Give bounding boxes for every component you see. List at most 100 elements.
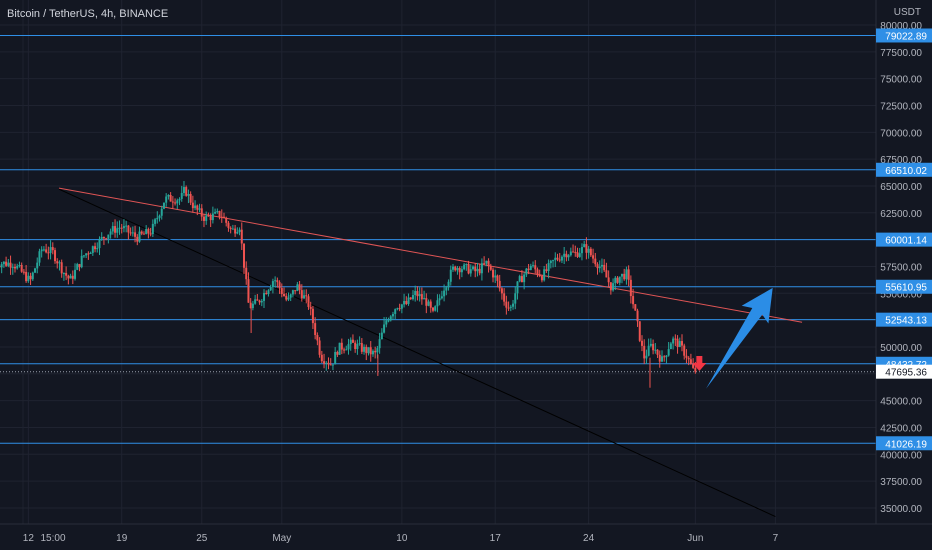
candle-body	[625, 269, 628, 280]
candle-body	[529, 265, 532, 270]
candle-body	[11, 266, 14, 268]
candle-body	[407, 297, 410, 305]
candle-body	[214, 211, 217, 214]
candle-body	[414, 291, 417, 296]
candle-body	[485, 260, 488, 264]
candle-body	[147, 228, 150, 234]
candle-body	[472, 266, 475, 270]
candle-body	[560, 256, 563, 261]
candle-body	[323, 361, 326, 364]
candle-body	[349, 339, 352, 345]
candle-body	[96, 248, 99, 250]
candle-body	[645, 355, 648, 359]
candle-body	[494, 275, 497, 278]
candle-body	[178, 198, 181, 201]
candle-body	[158, 215, 161, 218]
candle-body	[672, 338, 675, 344]
candle-body	[378, 339, 381, 349]
candle-body	[222, 216, 225, 218]
candle-body	[45, 249, 48, 253]
candle-body	[574, 251, 577, 253]
candle-body	[294, 290, 297, 292]
candle-body	[189, 193, 192, 203]
candle-body	[34, 268, 37, 273]
candle-body	[467, 264, 470, 274]
candle-body	[102, 236, 105, 239]
candle-body	[669, 343, 672, 350]
candle-body	[51, 247, 54, 251]
candle-body	[58, 262, 61, 264]
candle-body	[338, 342, 341, 355]
candle-body	[136, 236, 139, 242]
candle-body	[652, 343, 655, 351]
candle-body	[518, 276, 521, 282]
candle-body	[629, 279, 632, 297]
candle-body	[265, 293, 268, 295]
candle-body	[169, 194, 172, 202]
candle-body	[649, 343, 652, 346]
candle-body	[656, 349, 659, 355]
candle-body	[165, 196, 168, 203]
candle-body	[134, 232, 137, 237]
candle-body	[176, 200, 179, 204]
candle-body	[676, 338, 679, 347]
candle-body	[667, 349, 670, 356]
candle-body	[347, 344, 350, 350]
candle-body	[445, 287, 448, 291]
chart-title: Bitcoin / TetherUS, 4h, BINANCE	[7, 8, 169, 20]
candle-body	[14, 266, 16, 269]
candle-body	[85, 253, 88, 256]
y-tick-label: 35000.00	[880, 504, 922, 515]
candle-body	[692, 364, 695, 368]
candle-body	[638, 321, 641, 341]
candle-body	[460, 269, 463, 273]
candle-body	[556, 257, 559, 260]
candle-body	[634, 304, 637, 311]
candle-body	[620, 273, 623, 277]
candle-body	[683, 345, 686, 356]
candle-body	[483, 263, 486, 265]
candle-body	[534, 265, 537, 270]
candle-body	[507, 307, 510, 309]
y-tick-label: 57500.00	[880, 262, 922, 273]
candle-body	[20, 264, 23, 272]
y-tick-label: 65000.00	[880, 182, 922, 193]
candle-body	[647, 345, 650, 356]
candle-body	[78, 264, 81, 268]
candle-body	[278, 282, 281, 289]
candle-body	[274, 280, 277, 282]
candle-body	[409, 297, 412, 300]
candle-body	[89, 252, 92, 254]
candle-body	[658, 354, 661, 362]
candle-body	[514, 293, 517, 304]
candle-body	[600, 264, 603, 267]
candle-body	[329, 364, 332, 366]
candle-body	[145, 228, 148, 235]
y-tick-label: 80000.00	[880, 21, 922, 32]
candle-body	[283, 294, 286, 296]
candle-body	[5, 261, 8, 266]
candle-body	[351, 339, 354, 343]
candle-body	[523, 274, 526, 283]
candle-body	[394, 309, 397, 314]
candle-body	[318, 340, 321, 355]
price-axis-panel	[876, 0, 932, 550]
candle-body	[380, 332, 383, 340]
candle-body	[287, 297, 290, 300]
candle-body	[269, 287, 272, 291]
last-price-label: 47695.36	[885, 368, 927, 379]
y-tick-label: 72500.00	[880, 101, 922, 112]
trendline-resistance	[58, 187, 803, 323]
candle-body	[358, 343, 361, 345]
candle-body	[387, 320, 390, 322]
candle-body	[578, 253, 581, 257]
candle-body	[474, 266, 477, 272]
y-tick-label: 75000.00	[880, 75, 922, 86]
candle-body	[476, 268, 479, 272]
candle-body	[371, 350, 374, 355]
price-level-label: 52543.13	[885, 316, 927, 327]
candle-body	[156, 217, 159, 220]
price-level-label: 55610.95	[885, 283, 927, 294]
candle-body	[162, 202, 165, 209]
